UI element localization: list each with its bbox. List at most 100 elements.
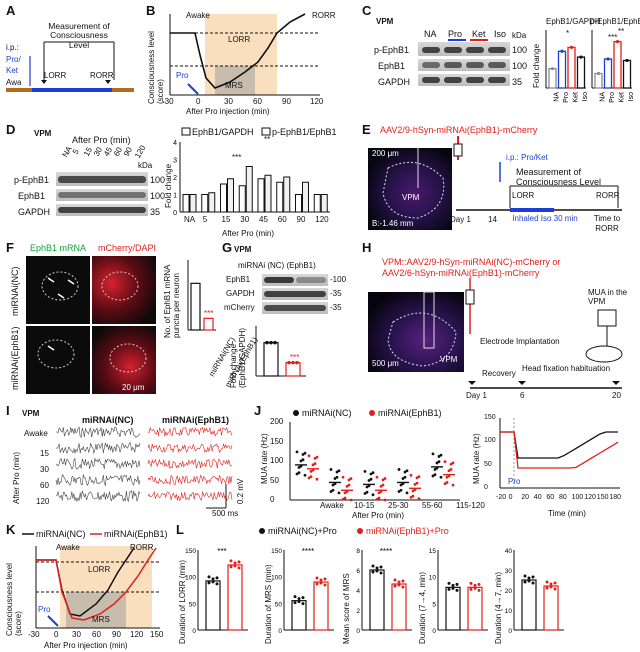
l-point-0-0 bbox=[215, 576, 219, 580]
j-time-ytick-3: 150 bbox=[484, 414, 496, 421]
j-point-1-2 bbox=[381, 478, 385, 482]
j-point-0-0 bbox=[301, 453, 305, 456]
j-point-0-2 bbox=[365, 490, 369, 494]
b-pro: Pro bbox=[176, 71, 189, 80]
j-point-1-2 bbox=[377, 496, 381, 500]
c-mw-1: 100 bbox=[512, 61, 528, 71]
k-awake: Awake bbox=[56, 543, 80, 552]
d-legend-boxes bbox=[181, 127, 271, 136]
g-ylabel: Fold change (EphB1/GAPDH) bbox=[229, 327, 247, 388]
d-row-0: p-EphB1 bbox=[14, 175, 50, 185]
d-xlabel: After Pro (min) bbox=[222, 229, 275, 238]
d-bar-0-7 bbox=[313, 194, 321, 213]
j-point-0-1 bbox=[335, 475, 339, 479]
l-point-0-1 bbox=[229, 565, 233, 569]
j-point-0-0 bbox=[303, 451, 307, 455]
b-ylabel: Consciousness level (score) bbox=[147, 31, 165, 104]
b-score-line bbox=[170, 13, 306, 89]
l-point-4-0 bbox=[527, 579, 531, 583]
l-ytick-1-3: 150 bbox=[271, 548, 282, 555]
tick-svgC1-0: NA bbox=[554, 92, 561, 102]
j-legend bbox=[293, 410, 375, 416]
d-xtick-6: 90 bbox=[296, 215, 306, 224]
j-point-1-0 bbox=[315, 477, 319, 481]
j-time-xtick-7: 120 bbox=[584, 494, 596, 501]
j-point-1-1 bbox=[345, 484, 349, 488]
panel-f: EphB1 mRNA mCherry/DAPI miRNAi(NC) miRNA… bbox=[0, 238, 259, 400]
l-point-0-0 bbox=[211, 580, 215, 584]
l-point-2-1 bbox=[401, 585, 405, 589]
j-point-0-0 bbox=[303, 473, 307, 477]
j-point-0-3 bbox=[397, 490, 401, 493]
d-xtick-2: 15 bbox=[221, 215, 231, 224]
j-time-eph bbox=[500, 431, 619, 469]
l-point-2-0 bbox=[379, 565, 383, 569]
l-ytick-4-4: 40 bbox=[505, 548, 513, 555]
bar-svgC2-Iso bbox=[622, 59, 632, 89]
l-point-2-1 bbox=[397, 580, 401, 584]
b-xtick-0: -30 bbox=[162, 97, 174, 106]
d-xtick-5: 60 bbox=[277, 215, 287, 224]
c-lane-1: Pro bbox=[448, 29, 463, 39]
f-title1: EphB1 mRNA bbox=[30, 243, 87, 253]
g-point-0 bbox=[273, 340, 277, 345]
k-legend bbox=[22, 533, 102, 535]
h-electrode: Electrode Implantation bbox=[480, 337, 560, 346]
panel-d: VPM After Pro (min) NA 5 15 30 45 60 90 … bbox=[0, 120, 360, 238]
panel-g: VPM miRNAi (NC) (EphB1) EphB1 GAPDH mChe… bbox=[220, 238, 360, 400]
k-chart bbox=[35, 546, 160, 629]
h-vpm: VPM bbox=[440, 355, 458, 364]
l-point-1-1 bbox=[319, 581, 323, 585]
h-day-2: 20 bbox=[612, 391, 621, 400]
l-point-1-1 bbox=[323, 577, 327, 581]
j-point-1-2 bbox=[379, 490, 383, 493]
d-kda: kDa bbox=[138, 161, 153, 170]
l-point-2-0 bbox=[371, 564, 375, 568]
e-timeline bbox=[453, 136, 622, 212]
l-ytick-3-1: 5 bbox=[432, 601, 436, 608]
e-rorr: RORR bbox=[596, 191, 620, 200]
j-point-1-4 bbox=[447, 469, 451, 473]
bar-svgC2-Ket bbox=[613, 40, 622, 89]
l-point-2-1 bbox=[393, 584, 397, 588]
j-point-1-0 bbox=[311, 468, 315, 472]
j-point-0-2 bbox=[363, 470, 367, 473]
l-ylabel-2: Mean score of MRS bbox=[342, 573, 351, 644]
d-bar-0-5 bbox=[276, 181, 284, 213]
j-point-0-1 bbox=[335, 470, 339, 474]
c-lane-3: Iso bbox=[494, 29, 507, 39]
d-bar-1-4 bbox=[264, 174, 272, 213]
l-bar-3-0 bbox=[445, 586, 461, 631]
b-rorr: RORR bbox=[312, 11, 336, 20]
k-xtick-4: 90 bbox=[112, 630, 121, 639]
tick-svgC2-1: Pro bbox=[609, 92, 616, 103]
j-point-0-1 bbox=[329, 468, 333, 471]
j-point-0-0 bbox=[297, 466, 301, 469]
j-point-1-4 bbox=[451, 461, 455, 465]
l-point-2-1 bbox=[401, 579, 405, 583]
l-ytick-2-4: 8 bbox=[356, 548, 360, 555]
l-point-3-1 bbox=[477, 582, 481, 586]
l-point-3-0 bbox=[447, 581, 451, 585]
b-xtick-1: 0 bbox=[196, 97, 201, 106]
f-stars: *** bbox=[204, 309, 214, 318]
d-lane-7: 120 bbox=[133, 143, 148, 160]
j-point-0-4 bbox=[437, 455, 441, 458]
b-mrs-region bbox=[215, 66, 255, 95]
j-point-0-3 bbox=[399, 488, 403, 492]
j-point-1-1 bbox=[341, 497, 345, 501]
j-point-1-2 bbox=[379, 484, 383, 488]
j-point-0-4 bbox=[437, 460, 441, 464]
panel-k: miRNAi(NC) miRNAi(EphB1) Awake RORR LORR… bbox=[0, 520, 176, 652]
f-row1: miRNAi(NC) bbox=[10, 266, 20, 317]
l-point-1-0 bbox=[293, 601, 297, 605]
point-svgC1-Ket bbox=[569, 45, 574, 49]
h-day-0: Day 1 bbox=[466, 391, 487, 400]
g-header: miRNAi (NC) (EphB1) bbox=[238, 261, 316, 270]
panel-label-i: I bbox=[6, 403, 10, 418]
b-pro-arrow bbox=[187, 83, 199, 95]
j-point-1-4 bbox=[445, 481, 449, 484]
g-row-1: GAPDH bbox=[226, 289, 255, 298]
point-svgC1-Iso bbox=[579, 55, 583, 59]
j-time-ytick-1: 50 bbox=[484, 460, 492, 468]
